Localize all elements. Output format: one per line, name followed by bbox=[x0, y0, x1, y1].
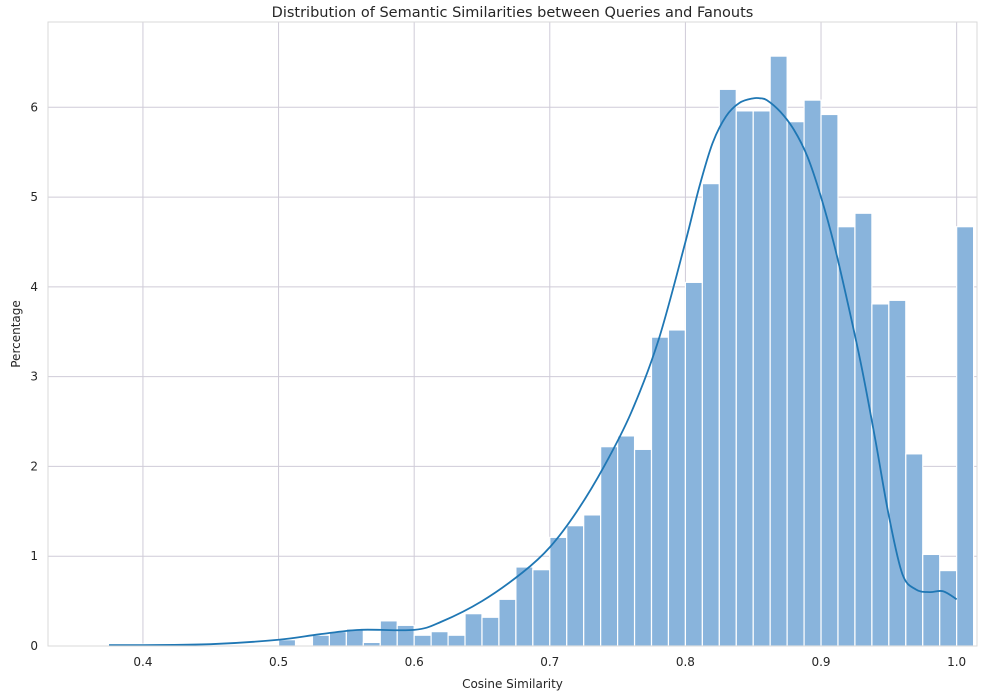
y-tick-label: 0 bbox=[30, 639, 38, 653]
histogram-bar bbox=[718, 88, 737, 647]
plot-area bbox=[47, 21, 978, 647]
histogram-bar bbox=[566, 525, 585, 647]
histogram-bar bbox=[532, 569, 551, 647]
histogram-bar bbox=[498, 598, 517, 647]
histogram-bar bbox=[600, 446, 619, 647]
histogram-bar bbox=[786, 121, 805, 647]
histogram-bar bbox=[362, 641, 381, 647]
y-tick-label: 5 bbox=[30, 190, 38, 204]
chart-title: Distribution of Semantic Similarities be… bbox=[272, 5, 754, 21]
x-tick-label: 1.0 bbox=[947, 655, 966, 669]
histogram-bar bbox=[379, 620, 398, 647]
y-axis-title: Percentage bbox=[9, 300, 23, 368]
x-tick-label: 0.7 bbox=[540, 655, 559, 669]
x-tick-label: 0.5 bbox=[269, 655, 288, 669]
histogram-bar bbox=[956, 226, 975, 647]
y-tick-label: 4 bbox=[30, 280, 38, 294]
x-tick-label: 0.4 bbox=[133, 655, 152, 669]
histogram-bar bbox=[701, 183, 720, 647]
histogram-bar bbox=[752, 110, 771, 647]
y-tick-label: 3 bbox=[30, 370, 38, 384]
histogram-bar bbox=[820, 113, 839, 647]
y-axis-ticks: 0 1 2 3 4 5 6 bbox=[30, 100, 38, 653]
histogram-bar bbox=[413, 634, 432, 647]
histogram-bar bbox=[447, 634, 466, 647]
histogram-bar bbox=[905, 453, 924, 647]
x-tick-label: 0.6 bbox=[405, 655, 424, 669]
histogram-bar bbox=[311, 634, 331, 647]
histogram-bar bbox=[633, 448, 653, 647]
histogram-bar bbox=[583, 514, 602, 647]
histogram-bar bbox=[650, 336, 670, 647]
x-tick-label: 0.9 bbox=[811, 655, 830, 669]
y-tick-label: 1 bbox=[30, 549, 38, 563]
histogram-bars bbox=[108, 55, 975, 647]
x-tick-label: 0.8 bbox=[676, 655, 695, 669]
y-tick-label: 2 bbox=[30, 459, 38, 473]
histogram-bar bbox=[328, 631, 347, 647]
histogram-bar bbox=[939, 569, 958, 647]
histogram-bar bbox=[549, 536, 568, 647]
histogram-bar bbox=[277, 639, 297, 647]
histogram-bar bbox=[684, 281, 703, 647]
histogram-bar bbox=[735, 110, 754, 647]
kde-curve bbox=[109, 97, 958, 647]
histogram-bar bbox=[617, 435, 636, 647]
y-tick-label: 6 bbox=[30, 100, 38, 114]
histogram-bar bbox=[430, 631, 449, 647]
histogram-bar bbox=[396, 624, 415, 647]
histogram-bar bbox=[888, 299, 907, 647]
histogram-bar bbox=[515, 566, 534, 647]
histogram-bar bbox=[667, 329, 687, 647]
histogram-bar bbox=[922, 553, 941, 647]
histogram-bar bbox=[871, 303, 890, 647]
x-axis-ticks: 0.4 0.5 0.6 0.7 0.8 0.9 1.0 bbox=[133, 655, 966, 669]
histogram-bar bbox=[854, 212, 873, 647]
histogram-bar bbox=[464, 613, 483, 647]
histogram-bar bbox=[803, 99, 822, 647]
histogram-bar bbox=[481, 616, 500, 647]
histogram-bar bbox=[769, 55, 788, 647]
histogram-bar bbox=[837, 226, 856, 647]
x-axis-title: Cosine Similarity bbox=[462, 677, 563, 691]
